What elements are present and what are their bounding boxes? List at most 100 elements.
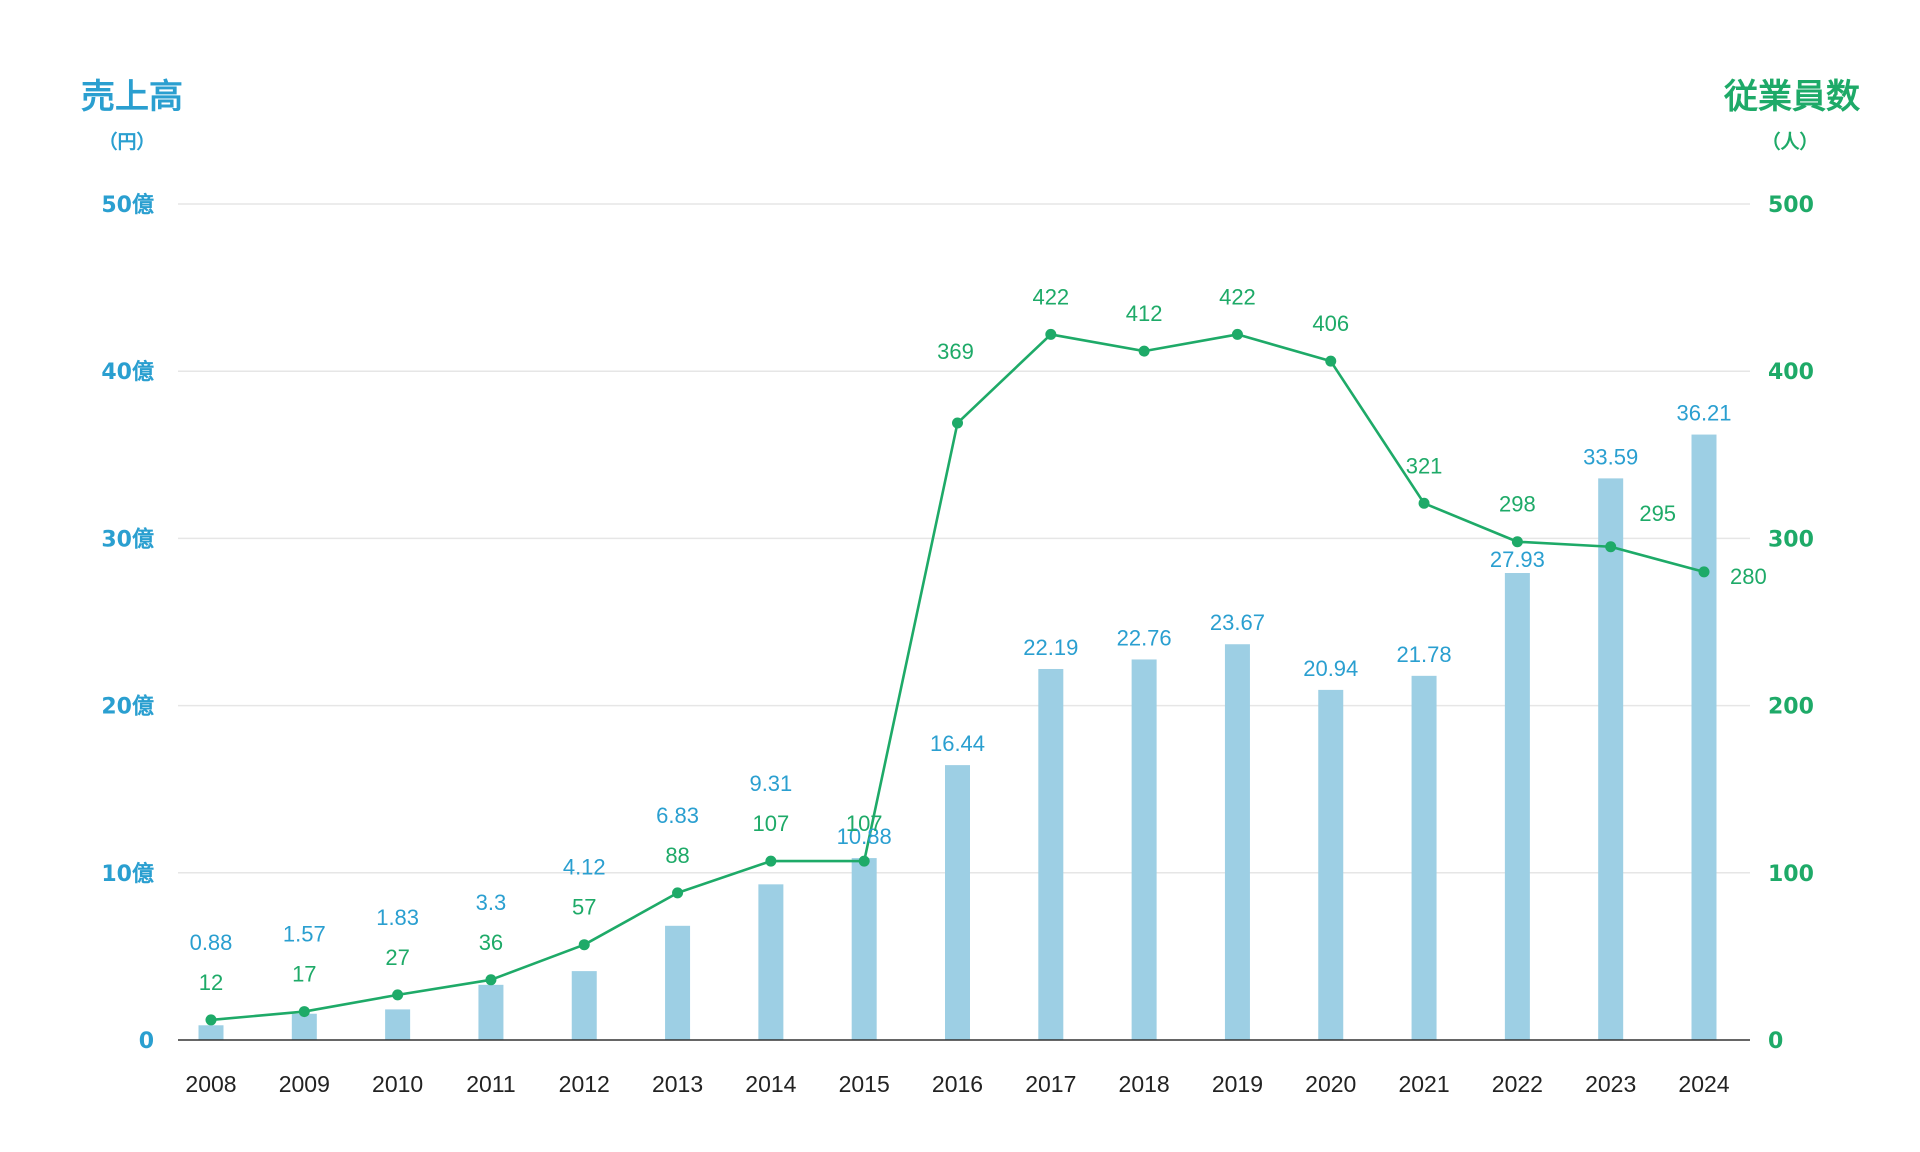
employee-point xyxy=(672,887,684,899)
sales-value-label: 1.57 xyxy=(283,922,326,947)
employee-value-label: 412 xyxy=(1126,301,1163,326)
sales-value-label: 0.88 xyxy=(190,930,233,955)
employee-point xyxy=(485,974,497,986)
employee-value-label: 107 xyxy=(846,811,883,836)
sales-bar xyxy=(945,765,970,1040)
data-labels: 0.88 1.57 1.83 3.3 4.12 6.83 9.31 10.88 16.44 22.… xyxy=(190,284,1767,995)
employee-value-label: 422 xyxy=(1219,284,1256,309)
sales-value-label: 3.3 xyxy=(476,890,507,915)
sales-bar xyxy=(1411,675,1437,1040)
sales-value-label: 36.21 xyxy=(1676,401,1731,426)
employee-value-label: 406 xyxy=(1312,311,1349,336)
sales-bar xyxy=(1318,689,1344,1040)
employee-point xyxy=(1605,541,1617,553)
employee-value-label: 280 xyxy=(1730,564,1767,589)
left-axis-unit: （円） xyxy=(98,130,155,153)
employee-point xyxy=(1511,536,1523,548)
sales-bar xyxy=(385,1009,411,1040)
sales-bar xyxy=(291,1013,317,1040)
employee-value-label: 57 xyxy=(572,895,596,920)
employee-point xyxy=(392,989,404,1001)
x-axis-tick: 2009 xyxy=(279,1071,330,1097)
employee-point xyxy=(1138,345,1150,357)
employee-point xyxy=(1231,328,1243,340)
left-axis-tick: 10億 xyxy=(101,861,154,887)
x-axis-tick: 2020 xyxy=(1305,1071,1356,1097)
employee-point xyxy=(298,1006,310,1018)
sales-value-label: 23.67 xyxy=(1210,610,1265,635)
sales-bar xyxy=(1691,434,1717,1040)
employee-value-label: 422 xyxy=(1032,284,1069,309)
employee-value-label: 27 xyxy=(385,945,409,970)
sales-bar xyxy=(1598,478,1624,1040)
sales-value-label: 10.88 xyxy=(837,824,892,849)
sales-bar xyxy=(1504,573,1530,1040)
x-axis-tick: 2022 xyxy=(1492,1071,1543,1097)
employee-value-label: 298 xyxy=(1499,492,1536,517)
employee-value-label: 107 xyxy=(753,811,790,836)
grid-lines xyxy=(178,203,1750,874)
sales-bar xyxy=(1131,659,1157,1040)
sales-value-label: 27.93 xyxy=(1490,547,1545,572)
sales-value-label: 21.78 xyxy=(1397,642,1452,667)
employee-point xyxy=(1698,566,1710,578)
employee-value-label: 369 xyxy=(937,339,974,364)
employee-value-label: 17 xyxy=(292,962,316,987)
employee-point xyxy=(1325,355,1337,367)
left-axis-title: 売上高 xyxy=(81,77,183,117)
sales-bar xyxy=(198,1025,224,1040)
x-axis-tick: 2012 xyxy=(559,1071,610,1097)
left-axis-tick: 40億 xyxy=(101,359,154,385)
right-axis-tick: 100 xyxy=(1768,862,1814,887)
sales-value-label: 4.12 xyxy=(563,855,606,880)
x-axis-tick: 2017 xyxy=(1025,1071,1076,1097)
employee-point xyxy=(1045,328,1057,340)
x-axis-tick: 2010 xyxy=(372,1071,423,1097)
sales-bar xyxy=(1038,668,1064,1040)
sales-value-label: 22.76 xyxy=(1117,625,1172,650)
sales-value-label: 9.31 xyxy=(749,771,792,796)
employee-point xyxy=(205,1014,217,1026)
x-axis-tick: 2015 xyxy=(839,1071,890,1097)
employee-point xyxy=(765,855,777,867)
x-axis-tick: 2013 xyxy=(652,1071,703,1097)
employee-point xyxy=(1418,497,1430,509)
left-axis-tick: 50億 xyxy=(101,192,154,218)
x-axis-tick: 2014 xyxy=(745,1071,796,1097)
right-axis-tick: 300 xyxy=(1768,527,1814,552)
sales-value-label: 33.59 xyxy=(1583,444,1638,469)
right-axis-tick: 500 xyxy=(1768,193,1814,218)
x-axis-tick: 2021 xyxy=(1398,1071,1449,1097)
sales-value-label: 16.44 xyxy=(930,731,985,756)
x-axis-tick: 2016 xyxy=(932,1071,983,1097)
left-axis-tick: 20億 xyxy=(101,694,154,720)
employee-point xyxy=(578,939,590,951)
employee-point xyxy=(952,417,963,429)
employee-value-label: 321 xyxy=(1406,453,1443,478)
x-axis-tick: 2018 xyxy=(1119,1071,1170,1097)
x-axis-tick: 2011 xyxy=(466,1071,515,1097)
x-axis-tick: 2019 xyxy=(1212,1071,1263,1097)
employee-value-label: 12 xyxy=(199,970,223,995)
sales-bar xyxy=(571,971,597,1040)
right-axis-unit: （人） xyxy=(1761,130,1818,153)
employee-value-label: 295 xyxy=(1639,501,1676,526)
employee-point xyxy=(858,855,870,867)
employee-value-label: 88 xyxy=(665,843,689,868)
right-axis-tick: 0 xyxy=(1768,1029,1783,1054)
x-axis-tick: 2008 xyxy=(185,1071,236,1097)
axes: 売上高 （円） 従業員数 （人） 0 10億 20億 30億 40億 50億 0 100 200… xyxy=(81,77,1860,1097)
sales-value-label: 6.83 xyxy=(656,803,699,828)
right-axis-title: 従業員数 xyxy=(1723,77,1860,117)
x-axis-tick: 2024 xyxy=(1678,1071,1729,1097)
sales-value-label: 22.19 xyxy=(1023,635,1078,660)
sales-bar xyxy=(758,884,784,1040)
x-axis-tick: 2023 xyxy=(1585,1071,1636,1097)
employee-value-label: 36 xyxy=(479,930,503,955)
employee-line xyxy=(205,328,1710,1026)
sales-bar xyxy=(851,858,877,1040)
right-axis-tick: 200 xyxy=(1768,695,1814,720)
sales-bar xyxy=(665,925,691,1040)
left-axis-tick: 0 xyxy=(139,1029,154,1054)
